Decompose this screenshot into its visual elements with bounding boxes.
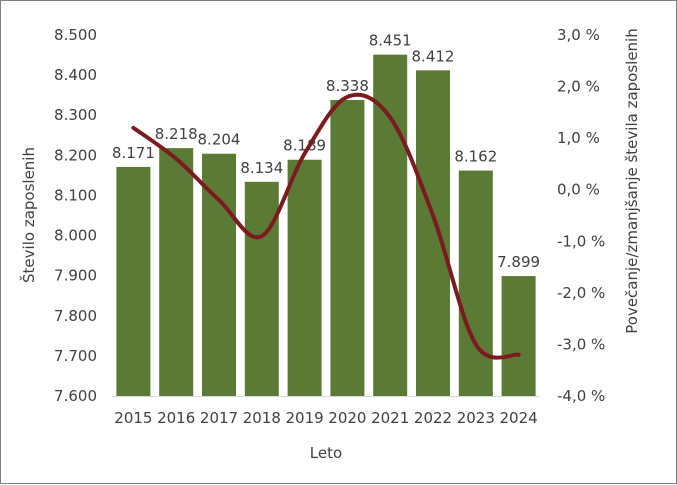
bar-data-label: 7.899 [497,253,540,271]
x-tick-label: 2020 [328,409,366,427]
bar-data-label: 8.338 [326,77,369,95]
y-tick-label: 8.100 [54,186,97,204]
y2-tick-label: -4,0 % [557,387,605,405]
y2-tick-label: 1,0 % [557,129,600,147]
bar [373,54,408,396]
left-axis-ticks: 8.500 8.400 8.300 8.200 8.100 8.000 7.900 7.800… [54,26,97,405]
bar [501,276,536,396]
x-tick-label: 2016 [157,409,195,427]
bar-data-label: 8.218 [155,125,198,143]
bar-data-label: 8.134 [240,159,283,177]
bar-data-label: 8.204 [198,131,241,149]
y-tick-label: 7.700 [54,347,97,365]
right-axis-ticks: 3,0 % 2,0 % 1,0 % 0,0 % -1,0 % -2,0 % -3,0 % -4… [557,26,605,405]
y2-tick-label: 2,0 % [557,78,600,96]
bar [416,70,450,396]
y-tick-label: 7.600 [54,387,97,405]
bar [116,166,151,396]
x-tick-label: 2018 [243,409,281,427]
bar-series [116,54,536,396]
y2-tick-label: -3,0 % [557,335,605,353]
line-series [131,92,521,360]
y-tick-label: 7.900 [54,267,97,285]
bar-data-label: 8.451 [369,32,412,50]
bar [159,148,194,396]
y2-tick-label: -2,0 % [557,284,605,302]
y-tick-label: 7.800 [54,307,97,325]
y-tick-label: 8.400 [54,66,97,84]
x-tick-label: 2019 [286,409,324,427]
y-tick-label: 8.000 [54,227,97,245]
y2-tick-label: 0,0 % [557,181,600,199]
x-tick-label: 2024 [500,409,538,427]
x-tick-label: 2015 [114,409,152,427]
bar [244,181,279,396]
y-axis-title: Število zaposlenih [19,147,38,283]
bar [458,170,493,396]
bar [287,159,322,396]
bar-data-label: 8.412 [412,47,455,65]
x-axis-ticks: 2015 2016 2017 2018 2019 2020 2021 2022 2023 2024 [114,409,537,427]
bar-data-label: 8.171 [112,144,155,162]
bar [330,99,365,396]
bar-data-label: 8.189 [283,137,326,155]
y-tick-label: 8.200 [54,146,97,164]
growth-line [131,92,521,360]
x-tick-label: 2022 [414,409,452,427]
y2-tick-label: -1,0 % [557,232,605,250]
bar [202,153,236,396]
x-tick-label: 2017 [200,409,238,427]
y-tick-label: 8.300 [54,106,97,124]
y2-tick-label: 3,0 % [557,26,600,44]
y-tick-label: 8.500 [54,26,97,44]
y2-axis-title: Povečanje/zmanjšanje števila zaposlenih [623,28,641,333]
x-tick-label: 2023 [457,409,495,427]
bar-data-label: 8.162 [454,148,497,166]
x-tick-label: 2021 [371,409,409,427]
x-axis-title: Leto [310,444,342,462]
